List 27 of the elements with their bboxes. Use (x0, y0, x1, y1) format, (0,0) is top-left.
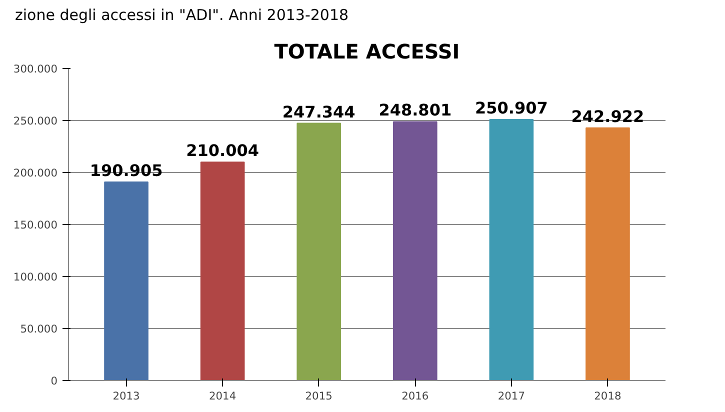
x-tick-label: 2014 (209, 390, 236, 402)
bar (586, 127, 630, 380)
data-label: 247.344 (282, 102, 356, 122)
y-tick-label: 250.000 (13, 114, 58, 128)
bar (392, 121, 438, 380)
bar (296, 122, 342, 380)
y-tick-label: 50.000 (20, 322, 58, 336)
x-tick-label: 2017 (498, 390, 525, 402)
y-tick-label: 100.000 (13, 270, 58, 284)
data-label: 248.801 (378, 100, 452, 120)
data-label: 250.907 (475, 98, 548, 118)
text: zione degli accessi in "ADI". Anni 2013-2018 (15, 5, 349, 26)
x-tick-label: 2018 (594, 390, 622, 402)
bar (489, 119, 534, 380)
data-label: 210.004 (186, 141, 259, 160)
x-tick-label: 2013 (112, 390, 140, 402)
chart-title: TOTALE ACCESSI (274, 40, 460, 64)
y-tick-label: 300.000 (13, 62, 58, 76)
data-label: 242.922 (571, 106, 644, 126)
data-label: 190.905 (90, 160, 163, 180)
bar (200, 162, 245, 380)
bar (104, 181, 148, 380)
x-tick-label: 2015 (305, 390, 332, 402)
x-tick-label: 2016 (402, 390, 429, 402)
y-tick-label: 150.000 (13, 218, 58, 232)
y-tick-label: 0 (50, 374, 58, 388)
y-tick-label: 200.000 (13, 166, 58, 180)
